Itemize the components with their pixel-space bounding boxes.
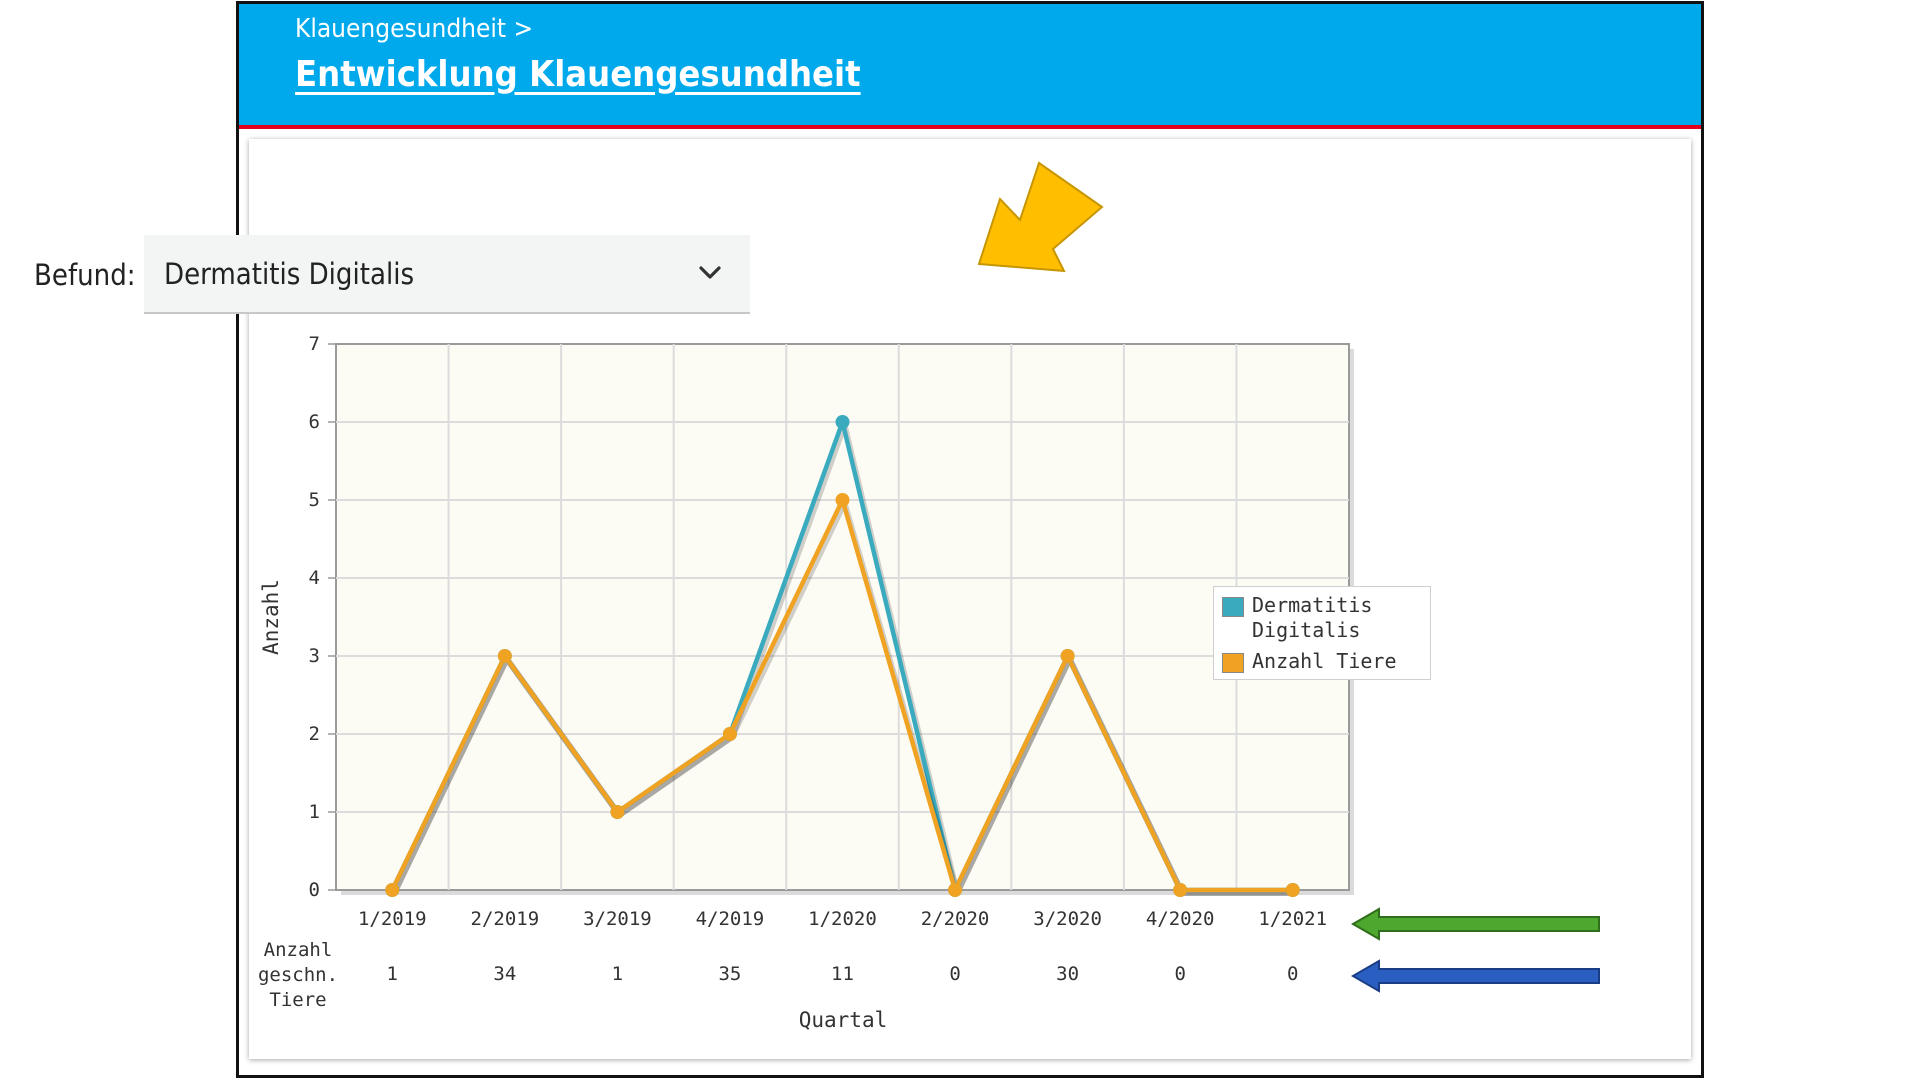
data-point-tiere[interactable] [1173,883,1188,897]
befund-selected-value: Dermatitis Digitalis [164,257,415,291]
table-cell: 11 [831,963,854,985]
table-cell: 35 [718,963,741,985]
x-tick-label: 1/2020 [808,908,877,930]
chevron-down-icon [699,266,721,279]
y-tick-label: 2 [309,723,320,745]
x-tick-label: 1/2019 [358,908,427,930]
table-cell: 1 [387,963,398,985]
table-row-label: Anzahl [264,939,333,961]
breadcrumb[interactable]: Klauengesundheit > [295,14,534,44]
x-tick-label: 3/2019 [583,908,652,930]
data-point-tiere[interactable] [1060,649,1075,663]
table-cell: 34 [493,963,516,985]
y-axis: 0 1 2 3 4 5 6 7 [309,333,336,901]
y-tick-label: 1 [309,801,320,823]
green-arrow [1350,907,1600,941]
data-point-tiere[interactable] [948,883,963,897]
y-tick-label: 0 [309,879,320,901]
legend-label-tiere: Anzahl Tiere [1252,649,1397,673]
table-row-label: Tiere [269,989,326,1011]
x-tick-label: 4/2019 [696,908,765,930]
legend-label-dermatitis: Dermatitis Digitalis [1252,593,1373,642]
x-tick-label: 3/2020 [1033,908,1102,930]
plot-area [335,343,1354,895]
data-point-dermatitis[interactable] [835,415,850,429]
legend-item-tiere[interactable]: Anzahl Tiere [1222,649,1422,674]
page-title: Entwicklung Klauengesundheit [295,54,861,95]
series-lines [385,415,1300,897]
chart-legend: Dermatitis Digitalis Anzahl Tiere [1213,586,1431,680]
x-axis-title: Quartal [799,1008,888,1032]
table-cell: 30 [1056,963,1079,985]
x-tick-label: 4/2020 [1146,908,1215,930]
data-point-tiere[interactable] [835,493,850,507]
table-cell: 0 [1287,963,1298,985]
y-tick-label: 3 [309,645,320,667]
y-tick-label: 7 [309,333,320,355]
data-point-tiere[interactable] [722,727,737,741]
befund-label: Befund: [34,258,136,292]
y-axis-title: Anzahl [259,579,283,655]
legend-item-dermatitis[interactable]: Dermatitis Digitalis [1222,593,1422,643]
y-tick-label: 5 [309,489,320,511]
legend-swatch-tiere [1222,653,1244,673]
x-tick-label: 2/2019 [471,908,540,930]
table-row-label: geschn. [258,964,338,986]
table-cell: 0 [1174,963,1185,985]
page-header: Klauengesundheit > Entwicklung Klauenges… [239,4,1701,129]
y-tick-label: 6 [309,411,320,433]
data-point-tiere[interactable] [385,883,400,897]
y-tick-label: 4 [309,567,320,589]
legend-swatch-dermatitis [1222,597,1244,617]
data-table-row: Anzahl geschn. Tiere 1 34 1 35 11 0 30 0 0 [258,939,1298,1011]
yellow-arrow [977,161,1104,273]
table-cell: 1 [612,963,623,985]
table-cell: 0 [949,963,960,985]
data-point-tiere[interactable] [497,649,512,663]
blue-arrow [1350,959,1600,993]
befund-dropdown[interactable]: Dermatitis Digitalis [144,235,750,314]
x-tick-label: 1/2021 [1258,908,1327,930]
data-point-tiere[interactable] [610,805,625,819]
x-axis: 1/2019 2/2019 3/2019 4/2019 1/2020 2/2020 3/20… [358,908,1327,930]
data-point-tiere[interactable] [1285,883,1300,897]
x-tick-label: 2/2020 [921,908,990,930]
